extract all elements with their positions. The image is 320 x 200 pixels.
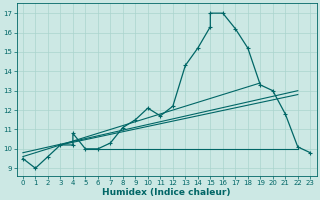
- X-axis label: Humidex (Indice chaleur): Humidex (Indice chaleur): [102, 188, 231, 197]
